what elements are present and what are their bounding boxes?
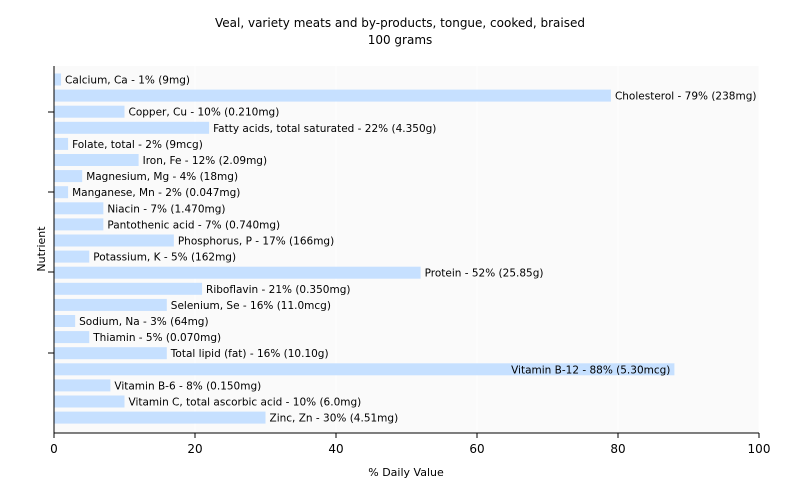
bar-label: Zinc, Zn - 30% (4.51mg) [270, 413, 399, 425]
bar-label: Cholesterol - 79% (238mg) [615, 91, 757, 103]
bar-label: Vitamin C, total ascorbic acid - 10% (6.… [129, 397, 362, 409]
bar-label: Magnesium, Mg - 4% (18mg) [86, 171, 238, 183]
chart-title: Veal, variety meats and by-products, ton… [215, 16, 585, 30]
y-axis-label: Nutrient [35, 226, 48, 272]
bar [54, 411, 266, 424]
plot-area [54, 66, 759, 433]
bar [54, 282, 203, 295]
bar [54, 218, 104, 231]
bar-label: Niacin - 7% (1.470mg) [107, 203, 225, 215]
x-axis-label: % Daily Value [368, 466, 444, 479]
bar-label: Thiamin - 5% (0.070mg) [92, 332, 221, 344]
bar [54, 347, 167, 360]
bar-label: Protein - 52% (25.85g) [425, 268, 544, 280]
bar-label: Sodium, Na - 3% (64mg) [79, 316, 208, 328]
bar [54, 234, 174, 247]
bar-label: Calcium, Ca - 1% (9mg) [65, 75, 190, 87]
bar [54, 315, 76, 327]
bar-label: Fatty acids, total saturated - 22% (4.35… [213, 123, 436, 135]
bar [54, 170, 83, 183]
x-ticks: 0 20 40 60 80 100 [50, 433, 770, 456]
bar [54, 154, 139, 166]
x-tick-label: 80 [610, 442, 625, 456]
bar [54, 121, 210, 134]
axes [48, 66, 759, 434]
bar-label: Copper, Cu - 10% (0.210mg) [129, 107, 280, 119]
x-tick-label: 60 [469, 442, 484, 456]
chart-subtitle: 100 grams [368, 33, 433, 47]
bar-label: Selenium, Se - 16% (11.0mcg) [171, 300, 331, 312]
bars [54, 73, 675, 424]
bar [54, 395, 125, 408]
bar-label: Folate, total - 2% (9mcg) [72, 139, 203, 151]
bar-label: Potassium, K - 5% (162mg) [93, 252, 236, 264]
bar-label: Phosphorus, P - 17% (166mg) [178, 236, 334, 248]
bar-label: Vitamin B-6 - 8% (0.150mg) [114, 380, 261, 392]
bar-label: Pantothenic acid - 7% (0.740mg) [107, 219, 280, 231]
bar [54, 250, 90, 263]
bar [54, 73, 62, 86]
bar-label: Total lipid (fat) - 16% (10.10g) [170, 348, 329, 360]
bar-label: Vitamin B-12 - 88% (5.30mcg) [511, 364, 670, 376]
bar [54, 89, 611, 102]
bar [54, 331, 90, 344]
x-tick-label: 100 [748, 442, 771, 456]
bar [54, 137, 69, 150]
bar [54, 298, 167, 311]
x-tick-label: 0 [50, 442, 58, 456]
bar [54, 186, 69, 199]
bar-label: Riboflavin - 21% (0.350mg) [206, 284, 350, 296]
bar [54, 379, 111, 392]
bar [54, 105, 125, 118]
x-tick-label: 40 [328, 442, 343, 456]
bar [54, 363, 675, 376]
bar-label: Iron, Fe - 12% (2.09mg) [143, 155, 267, 167]
bar [54, 266, 421, 279]
bar [54, 202, 104, 215]
bar-labels: Calcium, Ca - 1% (9mg) Cholesterol - 79% … [65, 75, 756, 425]
x-tick-label: 20 [187, 442, 202, 456]
bar-label: Manganese, Mn - 2% (0.047mg) [72, 187, 240, 199]
